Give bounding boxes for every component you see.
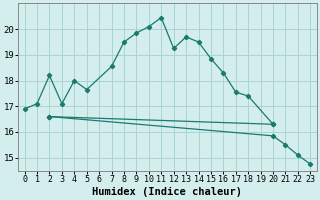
X-axis label: Humidex (Indice chaleur): Humidex (Indice chaleur) xyxy=(92,186,243,197)
